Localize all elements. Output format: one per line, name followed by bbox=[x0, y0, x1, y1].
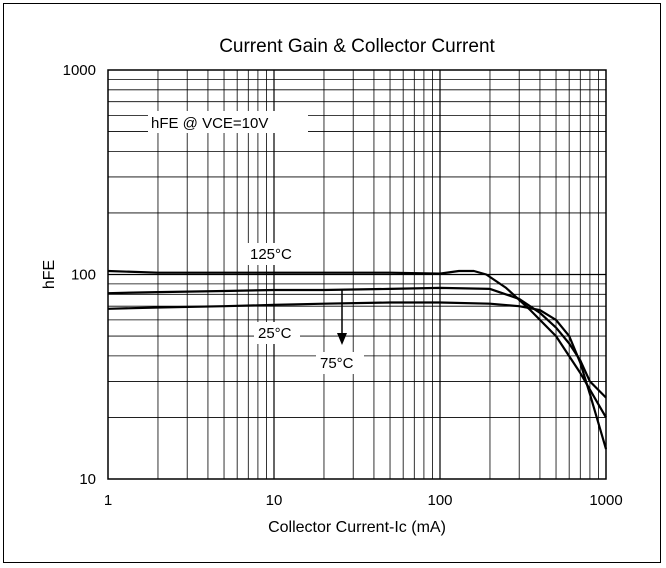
chart-title: Current Gain & Collector Current bbox=[219, 36, 495, 57]
x-tick-label: 10 bbox=[266, 492, 283, 509]
x-tick-label: 100 bbox=[427, 492, 452, 509]
grid bbox=[108, 70, 606, 479]
label-25c: 25°C bbox=[258, 325, 292, 342]
temperature-arrow-head bbox=[337, 333, 347, 345]
label-125c: 125°C bbox=[250, 246, 292, 263]
label-125-bg bbox=[246, 243, 302, 265]
condition-label-bg bbox=[148, 111, 308, 133]
x-axis-label: Collector Current-Ic (mA) bbox=[268, 519, 446, 536]
series-line-1 bbox=[107, 269, 607, 418]
label-25-bg bbox=[254, 322, 300, 344]
y-tick-label: 100 bbox=[71, 267, 96, 284]
chart-frame bbox=[3, 3, 661, 563]
series-lines bbox=[107, 269, 608, 450]
label-75c: 75°C bbox=[320, 355, 354, 372]
y-tick-label: 10 bbox=[79, 471, 96, 488]
y-axis-label: hFE bbox=[41, 260, 58, 289]
x-tick-labels: 1 10 100 1000 bbox=[104, 492, 623, 509]
series-line-3 bbox=[107, 301, 608, 450]
x-tick-label: 1 bbox=[104, 492, 112, 509]
label-75-bg bbox=[316, 352, 364, 374]
plot-border bbox=[107, 69, 607, 480]
condition-label: hFE @ VCE=10V bbox=[151, 115, 268, 132]
x-tick-label: 1000 bbox=[589, 492, 622, 509]
y-tick-labels: 10 100 1000 bbox=[63, 62, 96, 488]
y-tick-label: 1000 bbox=[63, 62, 96, 79]
